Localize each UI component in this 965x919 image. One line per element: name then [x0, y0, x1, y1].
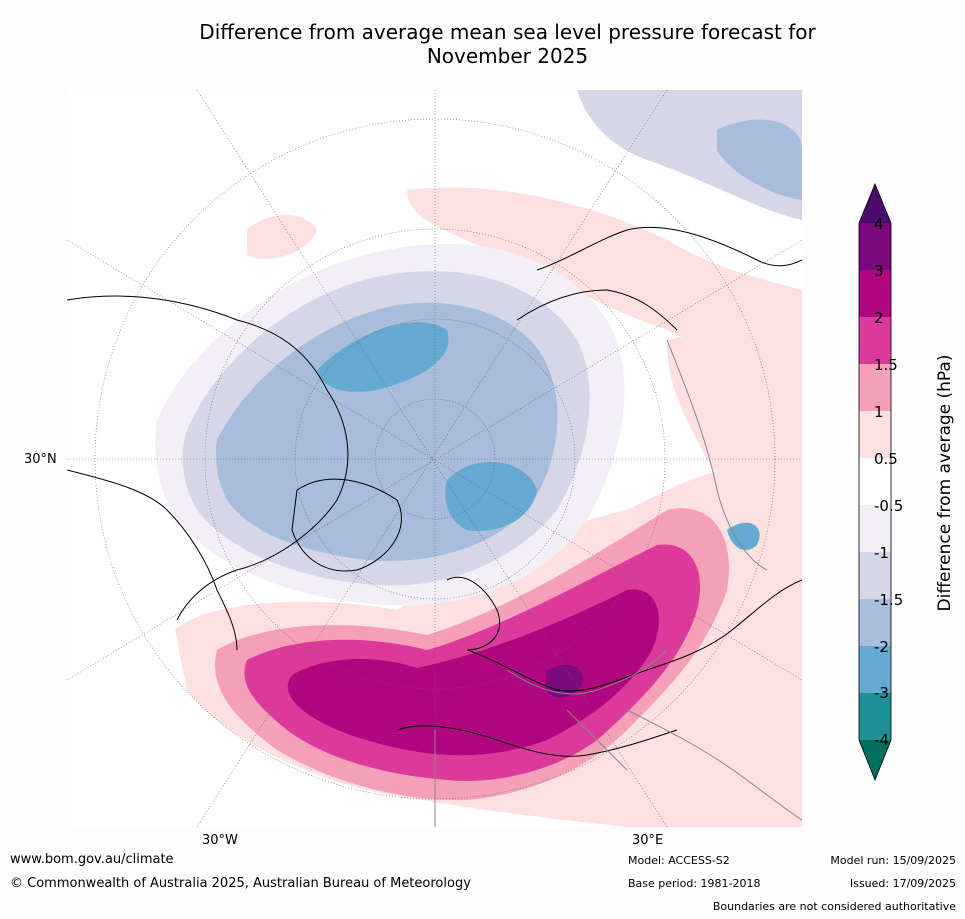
colorbar-tick: -2	[874, 638, 889, 656]
anomaly-map-svg	[67, 90, 802, 827]
colorbar-title: Difference from average (hPa)	[935, 354, 955, 612]
colorbar-tick: 0.5	[874, 450, 898, 468]
political-boundaries	[434, 339, 802, 827]
coastlines	[67, 226, 802, 757]
colorbar-band-2-3	[859, 270, 891, 317]
title-line-1: Difference from average mean sea level p…	[199, 20, 816, 44]
colorbar-tick: 1.5	[874, 356, 898, 374]
colorbar-tick: 3	[874, 262, 884, 280]
colorbar-tick: -4	[874, 731, 889, 749]
colorbar-tick: -1.5	[874, 591, 904, 609]
colorbar-band-m3-m2	[859, 646, 891, 693]
copyright-text: © Commonwealth of Australia 2025, Austra…	[10, 876, 471, 891]
colorbar-band-neutral	[859, 458, 891, 505]
colorbar-tick: 2	[874, 309, 884, 327]
colorbar-min-arrow	[859, 740, 891, 780]
lon-30w-label: 30°W	[202, 833, 238, 848]
colorbar-band-m4-m3	[859, 693, 891, 740]
colorbar-band-3-4	[859, 223, 891, 270]
colorbar-tick: -0.5	[874, 497, 904, 515]
anomaly-region-negative-upper-right	[717, 119, 802, 200]
title-line-2: November 2025	[426, 44, 589, 68]
colorbar-tick: 4	[874, 215, 884, 233]
model-run-text: Model run: 15/09/2025	[830, 854, 956, 867]
colorbar-band-m2-m1-5	[859, 599, 891, 646]
graticule	[67, 90, 802, 827]
anomaly-region-positive-light-north	[407, 187, 802, 380]
colorbar-outline	[858, 183, 892, 782]
colorbar-tick: -3	[874, 684, 889, 702]
colorbar-max-arrow	[859, 184, 891, 223]
lon-30e-label: 30°E	[632, 833, 664, 848]
colorbar	[858, 183, 892, 782]
anomaly-region-positive-light-east	[667, 330, 802, 530]
anomaly-region-negative-2-3-b	[445, 461, 537, 531]
website-link[interactable]: www.bom.gov.au/climate	[10, 852, 174, 867]
polar-map	[67, 90, 802, 827]
model-text: Model: ACCESS-S2	[628, 854, 730, 867]
issued-text: Issued: 17/09/2025	[849, 877, 956, 890]
colorbar-tick: 1	[874, 403, 884, 421]
anomaly-region-negative-2-3-a	[317, 322, 449, 392]
colorbar-band-m1-m0-5	[859, 505, 891, 552]
anomaly-region-positive-light-island	[247, 215, 317, 259]
colorbar-band-1-1-5	[859, 364, 891, 411]
colorbar-band-1-5-2	[859, 317, 891, 364]
lat-30n-label: 30°N	[24, 452, 57, 467]
colorbar-band-m1-5-m1	[859, 552, 891, 599]
map-title: Difference from average mean sea level p…	[150, 20, 865, 68]
colorbar-tick: -1	[874, 544, 889, 562]
disclaimer-text: Boundaries are not considered authoritat…	[712, 900, 956, 913]
colorbar-band-0-5-1	[859, 411, 891, 458]
anomaly-region-2-3	[287, 589, 659, 756]
anomaly-region-negative-2-3-c	[727, 522, 760, 550]
base-period-text: Base period: 1981-2018	[628, 877, 761, 890]
